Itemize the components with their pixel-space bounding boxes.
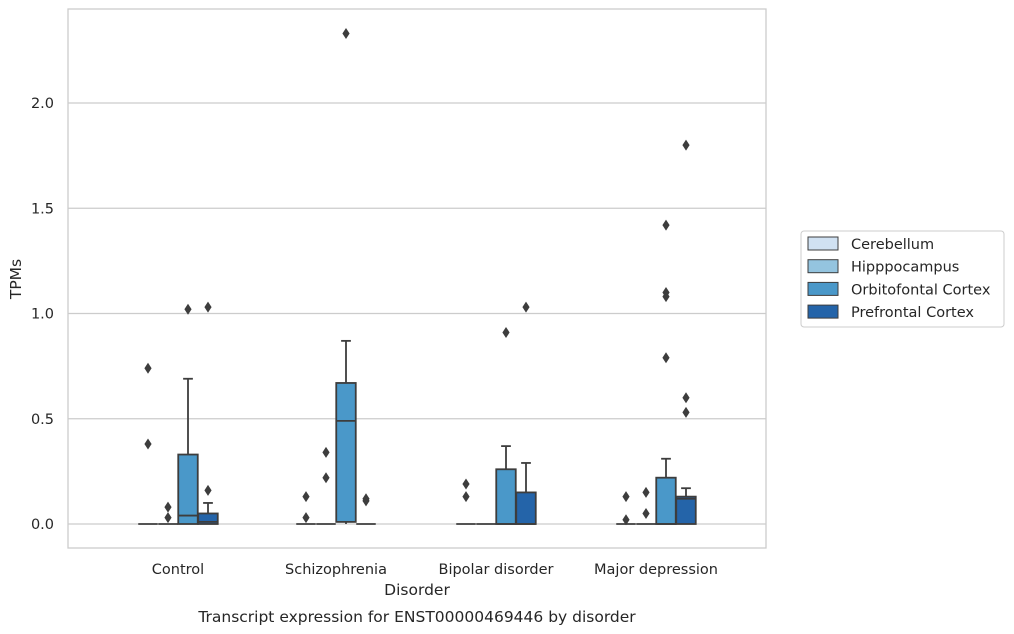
y-axis-label: TPMs bbox=[7, 259, 25, 300]
y-tick-label: 1.0 bbox=[31, 307, 54, 323]
box-orbitofontal-cortex bbox=[655, 476, 677, 525]
outlier-point bbox=[462, 478, 470, 490]
box-orbitofontal-cortex bbox=[495, 468, 517, 525]
y-tick-label: 0.0 bbox=[31, 517, 54, 533]
legend-swatch bbox=[807, 304, 839, 319]
outlier-point bbox=[184, 303, 192, 315]
legend-label: Cerebellum bbox=[851, 237, 934, 253]
outlier-point bbox=[522, 301, 530, 313]
y-tick-label: 1.5 bbox=[31, 201, 54, 217]
outlier-point bbox=[362, 493, 370, 505]
box-prefrontal-cortex bbox=[197, 512, 219, 525]
x-tick-label: Bipolar disorder bbox=[439, 562, 554, 578]
legend-label: Orbitofontal Cortex bbox=[851, 282, 991, 298]
outlier-point bbox=[204, 301, 212, 313]
outlier-point bbox=[622, 514, 630, 526]
outlier-point bbox=[662, 219, 670, 231]
outlier-point bbox=[342, 28, 350, 40]
y-tick-label: 2.0 bbox=[31, 96, 54, 112]
box-prefrontal-cortex bbox=[515, 491, 537, 525]
legend-label: Hipppocampus bbox=[851, 260, 959, 276]
box-orbitofontal-cortex bbox=[177, 453, 199, 525]
outlier-point bbox=[322, 446, 330, 458]
outlier-point bbox=[642, 507, 650, 519]
x-axis-label: Disorder bbox=[384, 581, 450, 599]
outlier-point bbox=[682, 406, 690, 418]
legend-label: Prefrontal Cortex bbox=[851, 305, 974, 321]
outlier-point bbox=[662, 286, 670, 298]
x-tick-label: Schizophrenia bbox=[285, 562, 387, 578]
legend-swatch bbox=[807, 259, 839, 274]
box-orbitofontal-cortex bbox=[335, 382, 357, 523]
outlier-point bbox=[642, 486, 650, 498]
legend-swatch bbox=[807, 236, 839, 251]
legend: Cerebellum Hipppocampus Orbitofontal Corte… bbox=[800, 230, 1005, 328]
x-tick-label: Major depression bbox=[594, 562, 718, 578]
legend-frame bbox=[800, 230, 1005, 328]
legend-swatch bbox=[807, 281, 839, 296]
y-tick-label: 0.5 bbox=[31, 412, 54, 428]
outlier-point bbox=[144, 362, 152, 374]
outlier-point bbox=[682, 139, 690, 151]
outlier-point bbox=[164, 501, 172, 513]
plot-frame bbox=[67, 8, 767, 549]
outlier-point bbox=[144, 438, 152, 450]
outlier-point bbox=[502, 326, 510, 338]
outlier-point bbox=[682, 392, 690, 404]
plot-area bbox=[67, 8, 767, 549]
outlier-point bbox=[302, 491, 310, 503]
outlier-point bbox=[322, 472, 330, 484]
outlier-point bbox=[302, 512, 310, 524]
box-plot-marks bbox=[138, 28, 697, 526]
x-tick-label: Control bbox=[152, 562, 204, 578]
box-prefrontal-cortex bbox=[675, 495, 697, 525]
chart-caption: Transcript expression for ENST0000046944… bbox=[197, 608, 636, 626]
outlier-point bbox=[462, 491, 470, 503]
outlier-point bbox=[622, 491, 630, 503]
y-axis-ticks: 0.0 0.5 1.0 1.5 2.0 bbox=[31, 96, 54, 533]
outlier-point bbox=[662, 352, 670, 364]
outlier-point bbox=[204, 484, 212, 496]
outlier-point bbox=[164, 512, 172, 524]
x-axis-ticks: Control Schizophrenia Bipolar disorder Majo… bbox=[152, 562, 718, 578]
